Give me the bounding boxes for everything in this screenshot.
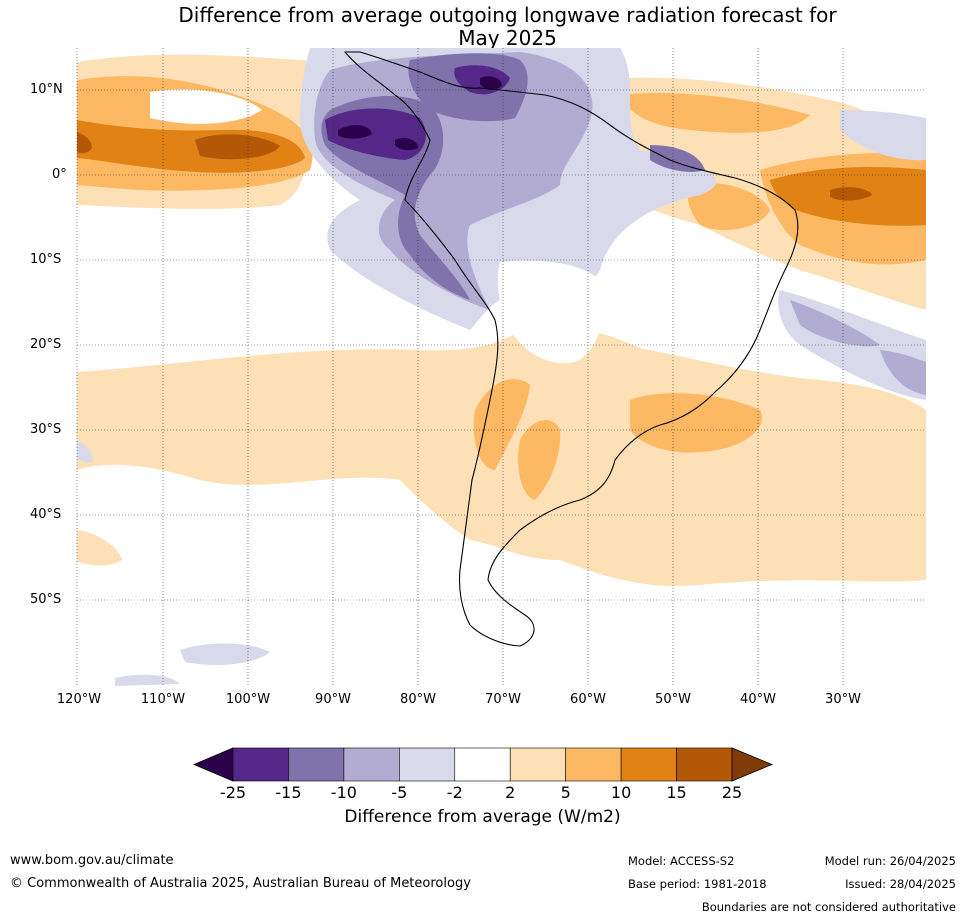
colorbar-tick-label: 15 [666, 783, 687, 802]
anomaly-region [115, 674, 180, 686]
anomaly-region [77, 530, 122, 566]
website-link[interactable]: www.bom.gov.au/climate [10, 853, 174, 868]
map-figure [76, 48, 926, 686]
colorbar-segment [399, 747, 456, 782]
colorbar-tick-label: 25 [721, 783, 743, 802]
anomaly-region [338, 125, 372, 139]
lon-label: 120°W [56, 692, 102, 707]
chart-title: Difference from average outgoing longwav… [0, 4, 965, 50]
lat-label: 10°S [30, 252, 62, 267]
anomaly-region [790, 300, 880, 347]
anomaly-region [150, 89, 262, 124]
colorbar-segment [454, 747, 511, 782]
colorbar-tick-label: -25 [219, 783, 247, 802]
anomaly-region [650, 145, 705, 172]
anomaly-region [518, 419, 561, 500]
colorbar-label: Difference from average (W/m2) [344, 807, 621, 827]
lon-label: 90°W [315, 692, 351, 707]
anomaly-region [687, 182, 770, 230]
title-line-1: Difference from average outgoing longwav… [178, 3, 837, 27]
colorbar-tick-label: 10 [610, 783, 632, 802]
disclaimer-text: Boundaries are not considered authoritat… [701, 900, 956, 914]
colorbar-segment [565, 747, 622, 782]
anomaly-region [395, 137, 418, 151]
lat-label: 20°S [30, 337, 62, 352]
lat-label: 0° [52, 167, 67, 182]
lon-label: 110°W [140, 692, 186, 707]
colorbar-tick-label: -10 [330, 783, 357, 802]
anomaly-field [77, 48, 926, 686]
model-text: Model: ACCESS-S2 [628, 854, 735, 868]
coastlines [343, 51, 799, 647]
anomaly-region [840, 110, 926, 161]
anomaly-region [830, 187, 872, 201]
colorbar-tick-label: -15 [275, 783, 302, 802]
lat-label: 50°S [30, 592, 62, 607]
colorbar-segment [232, 747, 289, 782]
model-run-text: Model run: 26/04/2025 [824, 854, 956, 868]
colorbar-segment [509, 747, 566, 782]
colorbar [192, 747, 774, 782]
lon-label: 80°W [400, 692, 436, 707]
anomaly-region [180, 643, 270, 665]
lat-label: 40°S [30, 507, 62, 522]
colorbar-tick-label: -2 [446, 783, 463, 802]
lat-label: 10°N [30, 82, 63, 97]
anomaly-region [630, 393, 762, 453]
lon-label: 40°W [740, 692, 776, 707]
gridlines [76, 48, 926, 686]
lon-label: 60°W [570, 692, 606, 707]
colorbar-tick-label: -5 [391, 783, 408, 802]
colorbar-segment [288, 747, 345, 782]
anomaly-region [195, 134, 280, 160]
anomaly-region [880, 350, 926, 395]
copyright-text: © Commonwealth of Australia 2025, Austra… [10, 876, 471, 891]
colorbar-extend-high [731, 747, 774, 782]
issued-text: Issued: 28/04/2025 [845, 877, 956, 891]
lat-label: 30°S [30, 422, 62, 437]
colorbar-extend-low [192, 747, 234, 782]
lon-label: 30°W [825, 692, 861, 707]
lon-label: 50°W [655, 692, 691, 707]
anomaly-region [473, 378, 530, 470]
anomaly-region [480, 76, 502, 90]
colorbar-segment [676, 747, 733, 782]
anomaly-region [77, 132, 92, 154]
lon-label: 100°W [225, 692, 271, 707]
title-line-2: May 2025 [458, 26, 557, 50]
anomaly-region [497, 260, 604, 364]
lon-label: 70°W [485, 692, 521, 707]
colorbar-tick-label: 2 [505, 783, 516, 802]
colorbar-tick-label: 5 [560, 783, 571, 802]
anomaly-region [77, 440, 93, 463]
base-period-text: Base period: 1981-2018 [628, 877, 767, 891]
anomaly-region [620, 92, 810, 133]
colorbar-segment [620, 747, 677, 782]
colorbar-segment [343, 747, 400, 782]
